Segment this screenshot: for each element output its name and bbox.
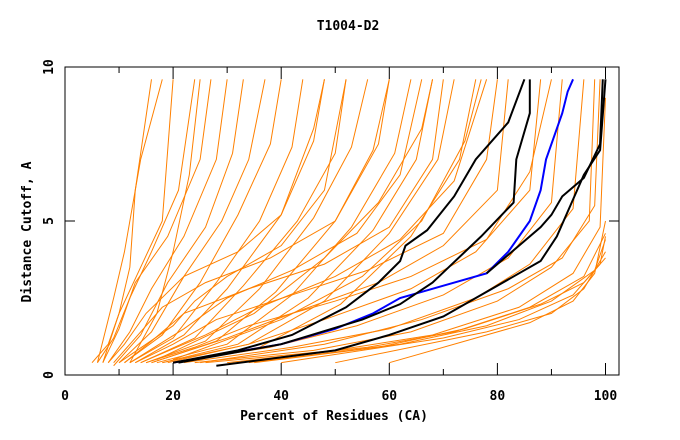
model-line-22 <box>183 79 585 364</box>
y-tick-label: 5 <box>42 217 57 225</box>
x-tick-label: 100 <box>594 389 618 404</box>
model-line-38 <box>129 79 201 363</box>
ref-4-line <box>485 79 604 275</box>
model-line-9 <box>140 79 347 364</box>
model-line-6 <box>124 79 282 364</box>
y-tick-label: 0 <box>42 371 57 379</box>
y-tick-label: 10 <box>42 59 57 75</box>
model-line-28 <box>335 251 606 364</box>
model-line-17 <box>129 79 423 364</box>
model-line-34 <box>145 79 552 364</box>
x-axis-label: Percent of Residues (CA) <box>240 409 428 424</box>
model-line-39 <box>254 257 606 364</box>
x-tick-label: 60 <box>381 389 397 404</box>
x-tick-label: 40 <box>273 389 289 404</box>
x-axis: 0 20 40 60 80 100 <box>61 67 617 404</box>
model-line-5 <box>118 79 266 364</box>
model-lines <box>91 79 606 367</box>
model-line-12 <box>156 79 412 364</box>
model-line-20 <box>162 79 542 364</box>
model-line-29 <box>389 220 606 364</box>
model-line-30 <box>107 79 325 364</box>
model-line-31 <box>113 79 390 364</box>
model-line-33 <box>135 79 498 364</box>
model-line-37 <box>96 79 163 363</box>
x-tick-label: 80 <box>490 389 506 404</box>
x-tick-label: 0 <box>61 389 69 404</box>
model-line-41 <box>156 79 434 361</box>
chart-title: T1004-D2 <box>317 19 380 34</box>
model-line-8 <box>135 79 325 364</box>
y-axis: 0 5 10 <box>42 59 619 379</box>
model-line-2 <box>102 79 212 363</box>
model-line-18 <box>140 79 488 364</box>
model-line-13 <box>162 79 434 364</box>
x-tick-label: 20 <box>165 389 181 404</box>
model-line-21 <box>173 79 563 364</box>
model-line-23 <box>194 79 596 364</box>
model-line-36 <box>102 79 152 363</box>
ref-2-line <box>178 79 531 364</box>
model-line-35 <box>200 79 601 364</box>
model-line-40 <box>172 79 482 361</box>
model-line-4 <box>113 79 244 367</box>
model-line-16 <box>118 79 347 364</box>
model-line-1 <box>97 79 196 363</box>
highlight-lines <box>172 78 607 367</box>
ref-1-line <box>172 78 526 364</box>
model-line-3 <box>107 79 228 363</box>
model-line-10 <box>145 79 369 364</box>
y-axis-label: Distance Cutoff, A <box>20 161 35 302</box>
model-line-32 <box>124 79 444 364</box>
model-line-0 <box>91 79 174 364</box>
